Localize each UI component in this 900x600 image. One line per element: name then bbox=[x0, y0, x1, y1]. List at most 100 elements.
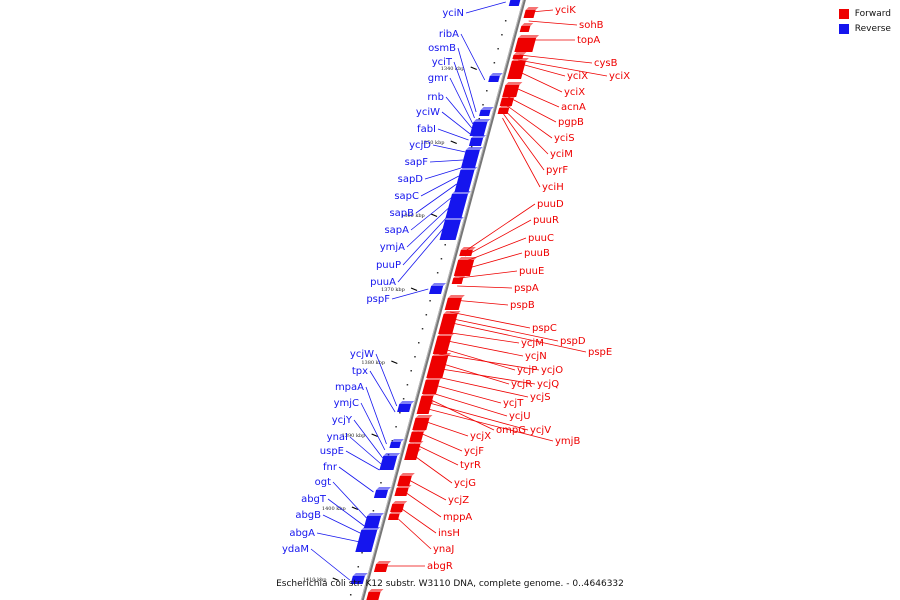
reverse-gene-block bbox=[468, 135, 487, 146]
gene-label-ycjg[interactable]: ycjG bbox=[454, 478, 476, 489]
gene-label-ymjc[interactable]: ymjC bbox=[334, 398, 359, 409]
gene-label-ycjv[interactable]: ycjV bbox=[530, 425, 551, 436]
forward-leader-line bbox=[434, 367, 536, 385]
gene-label-insh[interactable]: insH bbox=[438, 528, 460, 539]
gene-label-fnr[interactable]: fnr bbox=[323, 462, 338, 473]
gene-label-tpx[interactable]: tpx bbox=[352, 366, 368, 377]
track-dot bbox=[444, 244, 446, 246]
gene-label-ycjr[interactable]: ycjR bbox=[511, 379, 532, 390]
gene-label-sapf[interactable]: sapF bbox=[405, 157, 429, 168]
gene-label-pspd[interactable]: pspD bbox=[560, 336, 586, 347]
gene-label-sapb[interactable]: sapB bbox=[389, 208, 414, 219]
gene-label-abgb[interactable]: abgB bbox=[295, 510, 321, 521]
gene-label-ynai[interactable]: ynaI bbox=[327, 432, 348, 443]
gene-label-pspc[interactable]: pspC bbox=[532, 323, 557, 334]
reverse-leader-line bbox=[457, 47, 477, 113]
gene-label-ycju[interactable]: ycjU bbox=[509, 411, 531, 422]
gene-label-puua[interactable]: puuA bbox=[370, 277, 396, 288]
forward-gene-block bbox=[397, 473, 415, 486]
forward-gene-block bbox=[523, 7, 539, 18]
gene-label-sohb[interactable]: sohB bbox=[579, 20, 604, 31]
gene-label-acna[interactable]: acnA bbox=[561, 102, 586, 113]
gene-label-fabi[interactable]: fabI bbox=[417, 124, 436, 135]
gene-label-ycjp[interactable]: ycjP bbox=[517, 365, 537, 376]
reverse-leader-line bbox=[445, 96, 473, 129]
gene-label-yciw[interactable]: yciW bbox=[416, 107, 440, 118]
gene-label-ycih[interactable]: yciH bbox=[542, 182, 564, 193]
forward-leader-line bbox=[394, 515, 432, 550]
gene-label-tyrr[interactable]: tyrR bbox=[460, 460, 481, 471]
gene-label-sapc[interactable]: sapC bbox=[394, 191, 419, 202]
gene-label-ycjz[interactable]: ycjZ bbox=[448, 495, 469, 506]
gene-label-ycix[interactable]: yciX bbox=[609, 71, 630, 82]
gene-label-abgt[interactable]: abgT bbox=[301, 494, 327, 505]
gene-label-gmr[interactable]: gmr bbox=[428, 73, 449, 84]
gene-label-ycjd[interactable]: ycjD bbox=[409, 140, 431, 151]
gene-label-ymjb[interactable]: ymjB bbox=[555, 436, 580, 447]
gene-label-ycjn[interactable]: ycjN bbox=[525, 351, 547, 362]
gene-label-topa[interactable]: topA bbox=[577, 35, 600, 46]
forward-leader-line bbox=[420, 419, 469, 437]
gene-label-ynaj[interactable]: ynaJ bbox=[433, 544, 454, 555]
gene-label-pspb[interactable]: pspB bbox=[510, 300, 535, 311]
gene-label-ycjx[interactable]: ycjX bbox=[470, 431, 491, 442]
track-dot bbox=[497, 48, 499, 50]
gene-label-sapd[interactable]: sapD bbox=[398, 174, 424, 185]
gene-label-ycjs[interactable]: ycjS bbox=[530, 392, 551, 403]
forward-gene-block bbox=[519, 23, 534, 32]
gene-label-puup[interactable]: puuP bbox=[376, 260, 401, 271]
gene-label-pgpb[interactable]: pgpB bbox=[558, 117, 584, 128]
gene-label-ycin[interactable]: yciN bbox=[442, 8, 464, 19]
track-dot bbox=[395, 426, 397, 428]
gene-label-rnb[interactable]: rnb bbox=[427, 92, 444, 103]
gene-label-ycit[interactable]: yciT bbox=[432, 57, 453, 68]
gene-label-ycjw[interactable]: ycjW bbox=[350, 349, 374, 360]
gene-label-puue[interactable]: puuE bbox=[519, 266, 544, 277]
gene-label-ycjy[interactable]: ycjY bbox=[332, 415, 353, 426]
reverse-gene-block bbox=[469, 119, 491, 136]
gene-label-ycjf[interactable]: ycjF bbox=[464, 446, 484, 457]
gene-label-ycjq[interactable]: ycjQ bbox=[537, 379, 559, 390]
gene-label-abga[interactable]: abgA bbox=[289, 528, 315, 539]
forward-leader-line bbox=[414, 443, 459, 466]
gene-label-pspa[interactable]: pspA bbox=[514, 283, 539, 294]
track-dot bbox=[470, 146, 473, 148]
gene-label-puub[interactable]: puuB bbox=[524, 248, 550, 259]
gene-label-ogt[interactable]: ogt bbox=[315, 477, 331, 488]
gene-label-riba[interactable]: ribA bbox=[439, 29, 459, 40]
gene-label-pyrf[interactable]: pyrF bbox=[546, 165, 568, 176]
gene-label-ycix[interactable]: yciX bbox=[567, 71, 588, 82]
tick-label: 1340 kbp bbox=[441, 66, 465, 72]
forward-leader-line bbox=[442, 339, 524, 357]
gene-label-puuc[interactable]: puuC bbox=[528, 233, 554, 244]
gene-label-puud[interactable]: puuD bbox=[537, 199, 564, 210]
reverse-leader-line bbox=[327, 498, 365, 527]
reverse-leader-line bbox=[449, 77, 474, 125]
forward-gene-block bbox=[390, 501, 408, 512]
gene-label-ycjo[interactable]: ycjO bbox=[541, 365, 563, 376]
gene-label-abgr[interactable]: abgR bbox=[427, 561, 453, 572]
gene-label-pspf[interactable]: pspF bbox=[366, 294, 390, 305]
gene-label-ycis[interactable]: yciS bbox=[554, 133, 575, 144]
gene-label-pspe[interactable]: pspE bbox=[588, 347, 612, 358]
gene-label-sapa[interactable]: sapA bbox=[384, 225, 409, 236]
forward-gene-block bbox=[394, 485, 412, 496]
gene-label-puur[interactable]: puuR bbox=[533, 215, 559, 226]
gene-label-ydam[interactable]: ydaM bbox=[282, 544, 309, 555]
gene-label-ycim[interactable]: yciM bbox=[550, 149, 573, 160]
gene-label-ycix[interactable]: yciX bbox=[564, 87, 585, 98]
gene-label-mppa[interactable]: mppA bbox=[443, 512, 472, 523]
track-dot bbox=[406, 384, 409, 386]
gene-label-uspe[interactable]: uspE bbox=[320, 446, 344, 457]
gene-label-ycjt[interactable]: ycjT bbox=[503, 398, 524, 409]
gene-label-osmb[interactable]: osmB bbox=[428, 43, 456, 54]
gene-label-mpaa[interactable]: mpaA bbox=[335, 382, 364, 393]
tick-label: 1370 kbp bbox=[381, 287, 405, 293]
gene-label-cysb[interactable]: cysB bbox=[594, 58, 618, 69]
reverse-gene-block bbox=[454, 167, 478, 192]
gene-label-ompg[interactable]: ompG bbox=[496, 425, 526, 436]
gene-label-ycjm[interactable]: ycjM bbox=[521, 338, 544, 349]
gene-label-ymja[interactable]: ymjA bbox=[380, 242, 405, 253]
tick-mark bbox=[391, 360, 398, 365]
gene-label-ycik[interactable]: yciK bbox=[555, 5, 576, 16]
